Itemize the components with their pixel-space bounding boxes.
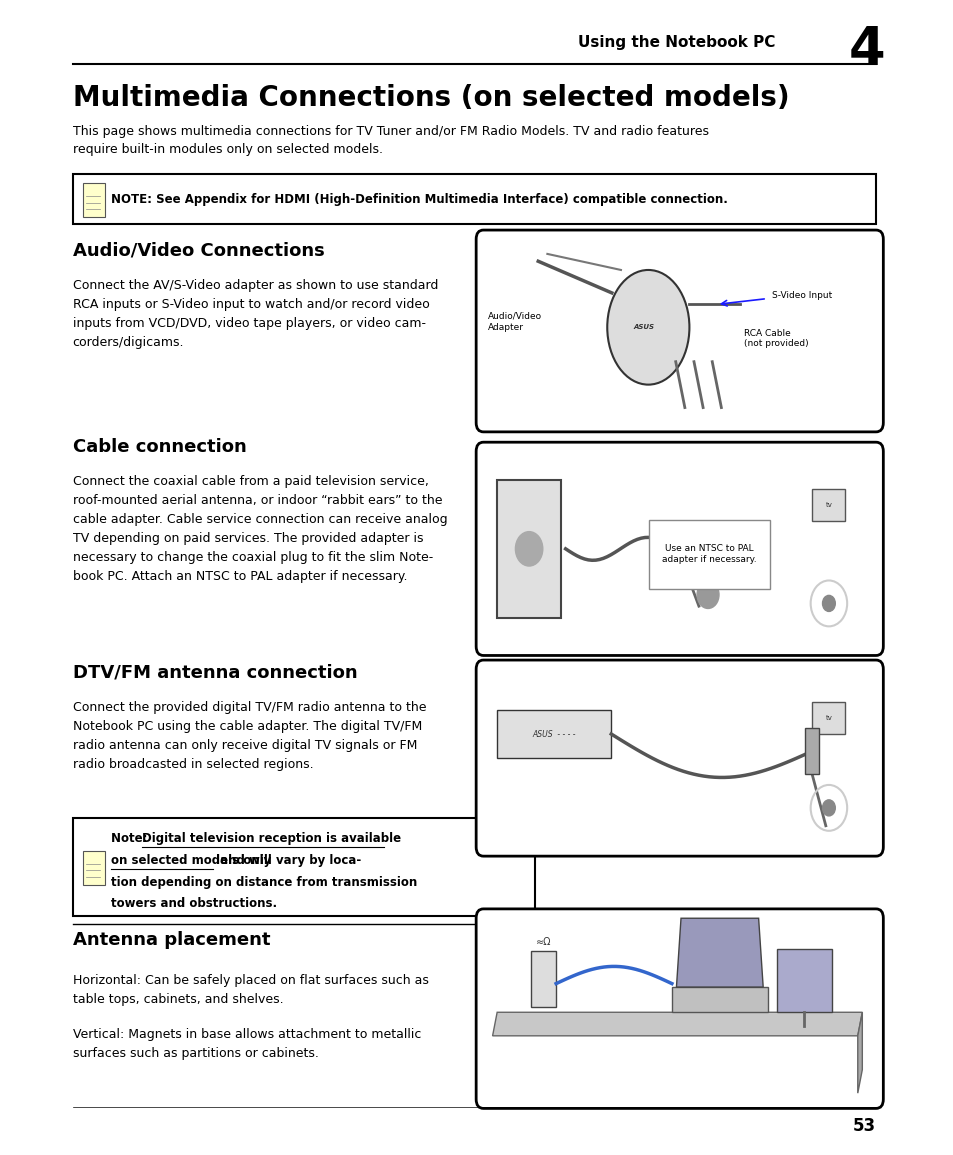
Text: Antenna placement: Antenna placement [72,931,270,948]
Text: RCA Cable
(not provided): RCA Cable (not provided) [743,329,808,349]
FancyBboxPatch shape [476,442,882,656]
FancyBboxPatch shape [648,520,769,589]
Text: Note:: Note: [111,832,152,845]
Text: This page shows multimedia connections for TV Tuner and/or FM Radio Models. TV a: This page shows multimedia connections f… [72,125,708,156]
Text: Digital television reception is available: Digital television reception is availabl… [142,832,400,845]
Circle shape [515,531,542,566]
Bar [804,729,819,774]
Text: 4: 4 [847,24,884,76]
Text: Vertical: Magnets in base allows attachment to metallic
surfaces such as partiti: Vertical: Magnets in base allows attachm… [72,1028,420,1060]
FancyBboxPatch shape [72,818,534,916]
Text: Cable connection: Cable connection [72,438,246,455]
FancyBboxPatch shape [83,851,105,886]
Text: tion depending on distance from transmission: tion depending on distance from transmis… [111,875,416,888]
Bar [497,710,611,758]
Polygon shape [492,1012,862,1036]
Circle shape [697,581,719,609]
FancyBboxPatch shape [476,660,882,856]
Polygon shape [676,918,762,988]
Text: tv: tv [824,501,831,508]
Bar [675,528,695,569]
Text: Horizontal: Can be safely placed on flat surfaces such as
table tops, cabinets, : Horizontal: Can be safely placed on flat… [72,975,428,1006]
Bar [812,702,844,735]
Circle shape [821,800,835,815]
FancyBboxPatch shape [476,909,882,1109]
Text: and will vary by loca-: and will vary by loca- [215,854,361,867]
Text: Audio/Video
Adapter: Audio/Video Adapter [488,312,541,331]
Text: Using the Notebook PC: Using the Notebook PC [578,35,775,50]
Circle shape [821,595,835,611]
Bar [530,952,556,1006]
Text: Use an NTSC to PAL
adapter if necessary.: Use an NTSC to PAL adapter if necessary. [661,544,756,564]
Bar [497,480,560,618]
Text: ≈Ω: ≈Ω [535,937,551,947]
Text: ASUS: ASUS [633,325,654,330]
Bar [776,949,831,1012]
Text: S-Video Input: S-Video Input [771,291,831,299]
Bar [671,988,767,1012]
FancyBboxPatch shape [83,182,105,217]
FancyBboxPatch shape [72,174,875,224]
FancyBboxPatch shape [476,230,882,432]
Text: on selected models only: on selected models only [111,854,271,867]
Text: Connect the AV/S-Video adapter as shown to use standard
RCA inputs or S-Video in: Connect the AV/S-Video adapter as shown … [72,280,437,349]
Polygon shape [857,1012,862,1093]
Text: Multimedia Connections (on selected models): Multimedia Connections (on selected mode… [72,84,788,112]
Text: Audio/Video Connections: Audio/Video Connections [72,241,324,260]
Text: NOTE: See Appendix for HDMI (High-Definition Multimedia Interface) compatible co: NOTE: See Appendix for HDMI (High-Defini… [111,193,727,206]
Bar [812,489,844,521]
Ellipse shape [607,270,689,385]
Text: 53: 53 [852,1117,875,1134]
Text: towers and obstructions.: towers and obstructions. [111,897,276,910]
Text: DTV/FM antenna connection: DTV/FM antenna connection [72,663,356,681]
Text: Connect the coaxial cable from a paid television service,
roof-mounted aerial an: Connect the coaxial cable from a paid te… [72,476,447,583]
Text: tv: tv [824,715,831,721]
Text: ASUS  - - - -: ASUS - - - - [532,730,576,738]
Text: Connect the provided digital TV/FM radio antenna to the
Notebook PC using the ca: Connect the provided digital TV/FM radio… [72,701,426,772]
